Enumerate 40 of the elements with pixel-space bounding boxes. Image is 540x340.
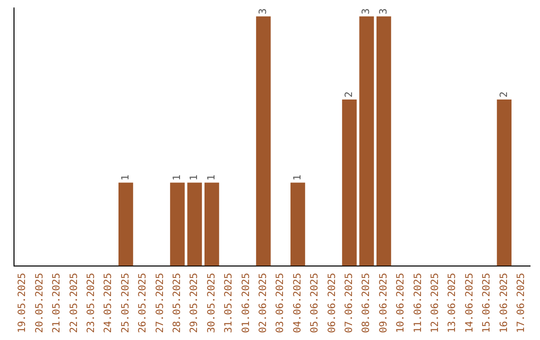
- x-tick-label: 11.06.2025: [412, 272, 424, 334]
- x-tick-label: 04.06.2025: [292, 272, 304, 334]
- x-tick-label: 13.06.2025: [447, 272, 458, 334]
- x-tick-label: 05.06.2025: [310, 272, 321, 334]
- x-tick-label: 28.05.2025: [172, 272, 183, 334]
- x-tick-label: 31.05.2025: [224, 272, 235, 334]
- x-tick-label: 16.06.2025: [498, 272, 510, 334]
- x-tick-label: 02.06.2025: [258, 272, 269, 334]
- x-tick-label: 20.05.2025: [34, 272, 46, 334]
- x-tick-label: 14.06.2025: [464, 272, 476, 334]
- x-tick-label: 26.05.2025: [138, 272, 149, 334]
- x-tick-label: 23.05.2025: [86, 272, 97, 334]
- data-label: 2: [344, 91, 355, 98]
- x-tick-label: 30.05.2025: [206, 272, 218, 334]
- data-label: 1: [189, 174, 200, 181]
- x-tick-label: 17.06.2025: [516, 272, 527, 334]
- x-tick-label: 21.05.2025: [52, 272, 63, 334]
- data-label: 2: [498, 91, 510, 98]
- x-tick-label: 12.06.2025: [430, 272, 441, 334]
- x-tick-label: 27.05.2025: [154, 272, 166, 334]
- data-label: 3: [378, 8, 390, 14]
- x-tick-label: 07.06.2025: [344, 272, 355, 334]
- x-tick-label: 25.05.2025: [120, 272, 132, 334]
- data-label: 1: [172, 174, 183, 181]
- x-tick-label: 15.06.2025: [482, 272, 493, 334]
- data-label: 1: [120, 174, 132, 181]
- x-tick-label: 29.05.2025: [189, 272, 200, 334]
- x-tick-label: 06.06.2025: [326, 272, 338, 334]
- x-tick-label: 09.06.2025: [378, 272, 390, 334]
- data-label: 3: [258, 8, 269, 14]
- x-tick-label: 03.06.2025: [275, 272, 286, 334]
- x-tick-label: 01.06.2025: [240, 272, 252, 334]
- x-tick-label: 08.06.2025: [361, 272, 372, 334]
- data-label: 1: [292, 174, 304, 181]
- data-label: 3: [361, 8, 372, 14]
- data-label: 1: [206, 174, 218, 181]
- x-tick-label: 10.06.2025: [396, 272, 407, 334]
- x-tick-label: 19.05.2025: [17, 272, 28, 334]
- x-tick-label: 22.05.2025: [68, 272, 80, 334]
- x-tick-label: 24.05.2025: [103, 272, 114, 334]
